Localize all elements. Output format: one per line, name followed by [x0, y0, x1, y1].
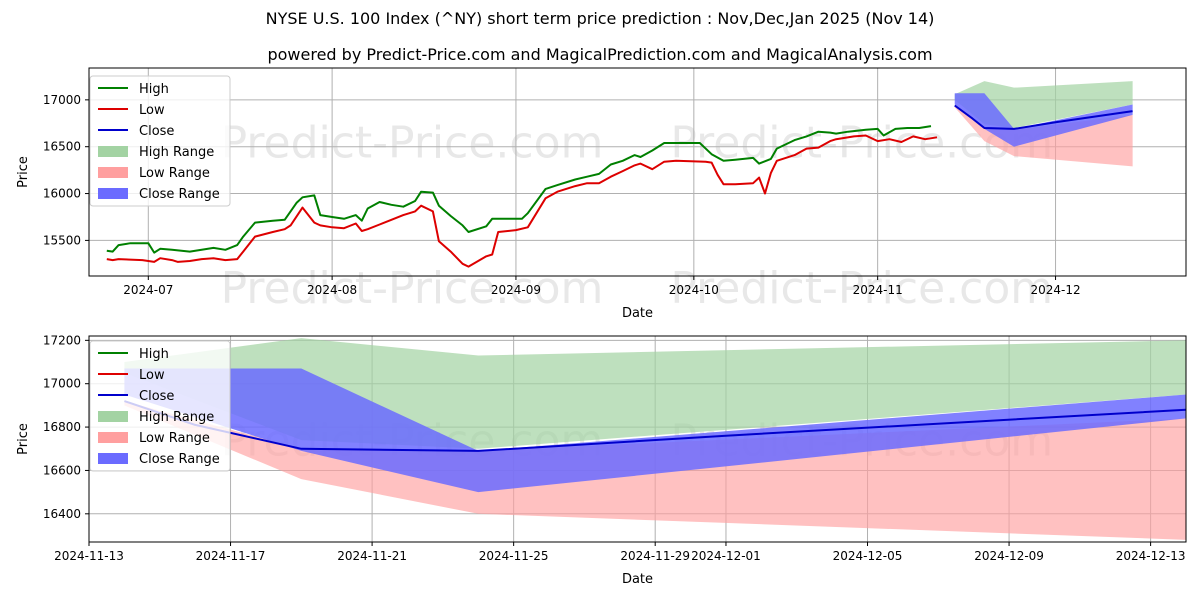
x-tick-label: 2024-10: [669, 283, 719, 297]
x-tick-label: 2024-11: [853, 283, 903, 297]
x-axis-title: Date: [622, 306, 653, 321]
legend-swatch-area: [98, 188, 128, 199]
low-series-line: [106, 134, 938, 268]
legend-label: High Range: [139, 410, 214, 425]
y-tick-label: 15500: [43, 233, 81, 247]
legend-label: Close: [139, 124, 174, 139]
legend-label: Low Range: [139, 166, 210, 181]
high-series-line: [106, 125, 932, 254]
top-panel: Predict-Price.com Predict-Price.com Predic…: [16, 67, 1187, 321]
close-series-line: [954, 104, 1133, 130]
x-tick-label: 2024-12-05: [833, 549, 903, 563]
y-tick-label: 16600: [43, 463, 81, 477]
legend-label: Close Range: [139, 187, 220, 202]
legend: High Low Close High Range Low Range Close Ran…: [89, 75, 231, 207]
y-tick-label: 16500: [43, 140, 81, 154]
x-tick-label: 2024-12-13: [1116, 549, 1186, 563]
legend: High Low Close High Range Low Range Close Ran…: [89, 340, 231, 472]
x-axis-title: Date: [622, 572, 653, 587]
y-tick-label: 17000: [43, 377, 81, 391]
x-tick-label: 2024-09: [491, 283, 541, 297]
close-range-area: [124, 368, 1186, 493]
x-tick-label: 2024-11-25: [479, 549, 549, 563]
watermark-text: Predict-Price.com: [221, 263, 604, 314]
bottom-panel: Predict-Price.comPredict-Price.com2024-1…: [16, 333, 1187, 587]
y-tick-label: 16000: [43, 187, 81, 201]
close-range-area: [954, 93, 1133, 147]
legend-swatch-area: [98, 432, 128, 443]
x-tick-label: 2024-11-17: [196, 549, 266, 563]
y-tick-label: 16800: [43, 420, 81, 434]
watermark-text: Predict-Price.com: [670, 263, 1053, 314]
y-axis-title: Price: [16, 423, 31, 455]
x-tick-label: 2024-12-09: [974, 549, 1044, 563]
plot-frame: [88, 67, 1187, 277]
x-tick-label: 2024-07: [123, 283, 173, 297]
plot-frame: [88, 335, 1187, 543]
legend-label: Low: [139, 103, 165, 118]
legend-label: High: [139, 82, 169, 97]
legend-label: High Range: [139, 145, 214, 160]
legend-label: High: [139, 347, 169, 362]
legend-label: Close Range: [139, 452, 220, 467]
x-tick-label: 2024-11-29: [620, 549, 690, 563]
y-tick-label: 16400: [43, 507, 81, 521]
x-tick-label: 2024-12: [1030, 283, 1080, 297]
x-tick-label: 2024-11-13: [54, 549, 124, 563]
chart-subtitle: powered by Predict-Price.com and Magical…: [267, 45, 933, 64]
legend-label: Low Range: [139, 431, 210, 446]
y-axis-title: Price: [16, 156, 31, 188]
legend-label: Close: [139, 389, 174, 404]
y-tick-label: 17200: [43, 333, 81, 347]
x-tick-label: 2024-12-01: [691, 549, 761, 563]
x-tick-label: 2024-08: [307, 283, 357, 297]
watermark-text: Predict-Price.com: [221, 117, 604, 168]
legend-label: Low: [139, 368, 165, 383]
plot-area: [106, 81, 1133, 268]
legend-swatch-area: [98, 146, 128, 157]
chart-title: NYSE U.S. 100 Index (^NY) short term pri…: [265, 9, 935, 28]
x-tick-label: 2024-11-21: [337, 549, 407, 563]
legend-swatch-area: [98, 167, 128, 178]
legend-swatch-area: [98, 453, 128, 464]
legend-swatch-area: [98, 411, 128, 422]
y-tick-label: 17000: [43, 93, 81, 107]
